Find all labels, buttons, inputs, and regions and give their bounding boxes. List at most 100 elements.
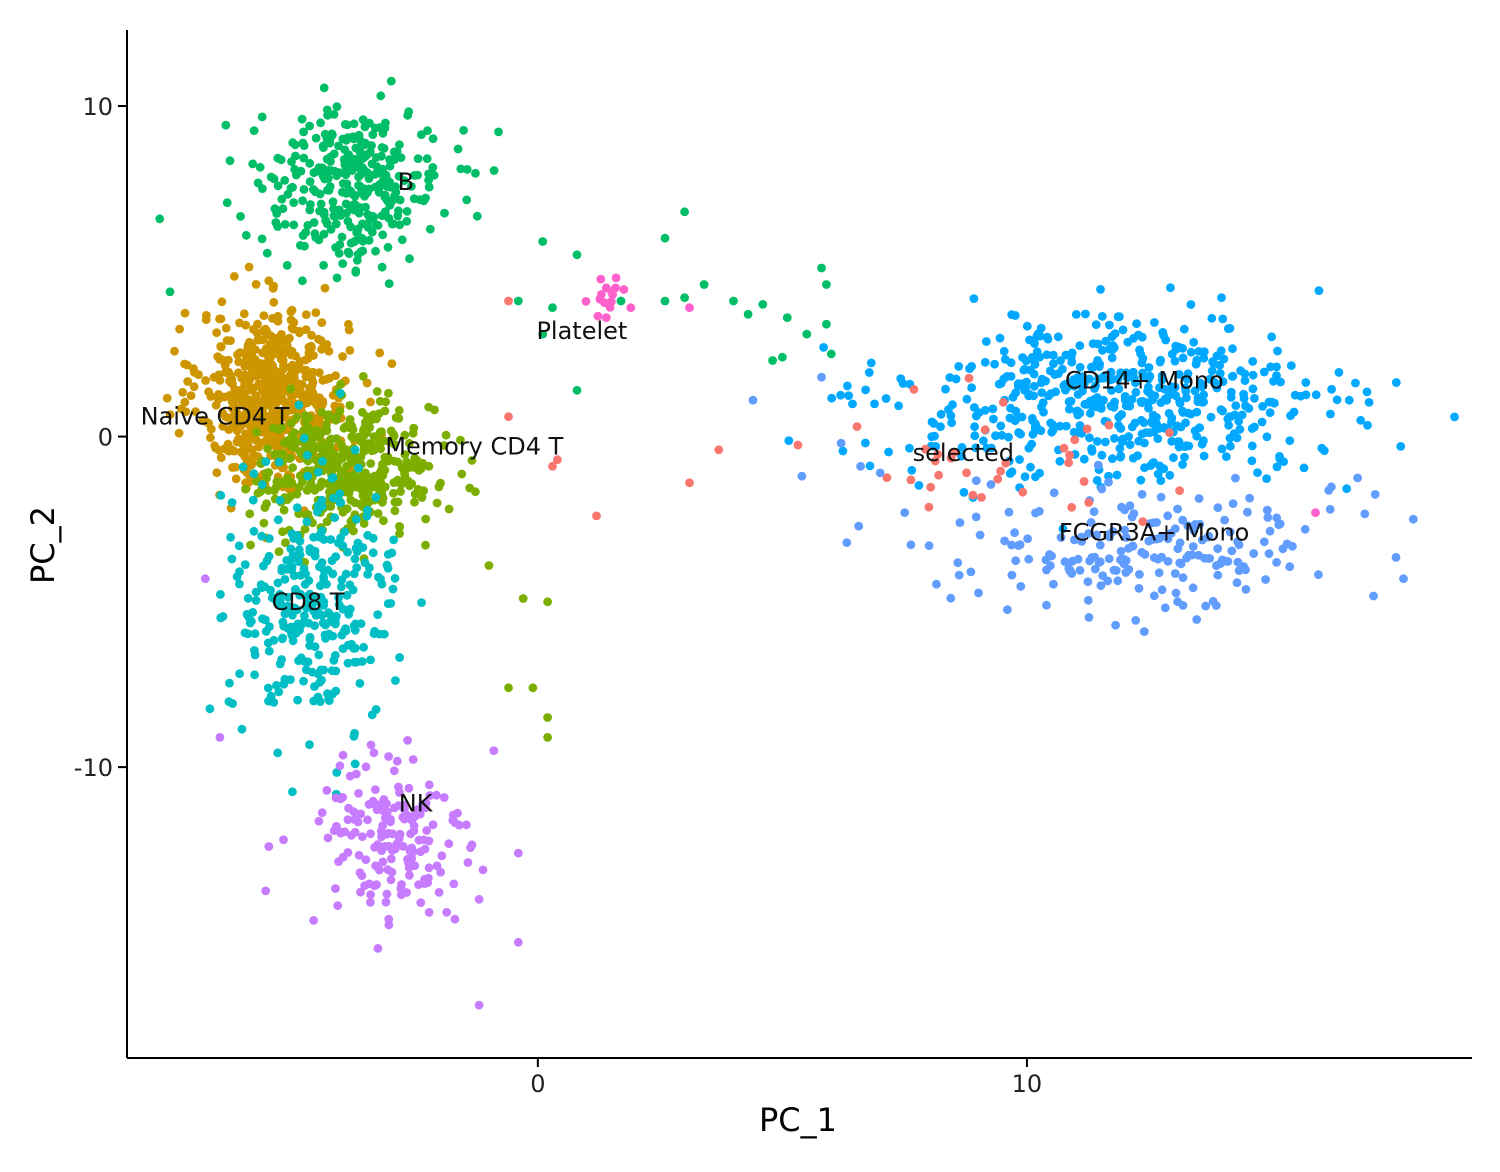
point-cd8-t (250, 629, 260, 639)
point-cd8-t (342, 590, 352, 600)
point-cd14-mono (1273, 346, 1282, 356)
point-cd14-mono (1192, 407, 1202, 417)
point-cd8-t (288, 787, 297, 797)
point-fcgr3a-mono (1086, 518, 1096, 527)
point-cd14-mono (1259, 367, 1269, 377)
point-naive-cd4-t (250, 345, 260, 354)
point-fcgr3a-mono (1135, 570, 1144, 579)
point-naive-cd4-t (231, 474, 241, 484)
point-fcgr3a-mono (1085, 556, 1094, 566)
point-b (241, 230, 251, 240)
point-naive-cd4-t (238, 394, 248, 404)
point-nk (408, 847, 418, 857)
point-naive-cd4-t (209, 372, 219, 382)
point-outlier (611, 273, 621, 283)
point-fcgr3a-mono (1274, 520, 1284, 530)
point-naive-cd4-t (216, 453, 226, 462)
point-cd14-mono (1257, 417, 1267, 427)
point-memory-cd4-t (421, 514, 431, 524)
point-b (385, 155, 394, 164)
point-fcgr3a-mono (1213, 544, 1223, 553)
point-cd14-mono (1022, 321, 1032, 331)
point-naive-cd4-t (232, 408, 242, 418)
point-cd14-mono (1137, 332, 1147, 342)
point-cd14-mono (881, 394, 891, 403)
cluster-label: FCGR3A+ Mono (1059, 518, 1250, 546)
point-platelet (593, 311, 603, 321)
point-outlier (699, 280, 709, 289)
point-cd14-mono (1048, 350, 1058, 360)
point-fcgr3a-mono (1010, 528, 1019, 538)
point-nk (466, 843, 475, 852)
point-b (472, 211, 482, 221)
point-b (236, 212, 245, 221)
point-fcgr3a-mono (1241, 585, 1251, 594)
point-cd8-t (318, 618, 328, 628)
point-cd14-mono (1075, 408, 1085, 418)
point-cd14-mono (1192, 431, 1202, 441)
point-memory-cd4-t (370, 471, 380, 481)
point-memory-cd4-t (457, 469, 467, 479)
point-cd8-t (335, 498, 345, 508)
point-naive-cd4-t (261, 349, 271, 358)
y-tick-label: -10 (74, 754, 113, 782)
point-b (471, 168, 480, 178)
point-naive-cd4-t (244, 262, 254, 272)
point-cd14-mono (1028, 429, 1038, 439)
point-memory-cd4-t (260, 503, 270, 512)
point-cd8-t (395, 653, 404, 662)
point-cd14-mono (1198, 398, 1207, 407)
point-b (273, 181, 283, 191)
point-cd14-mono (1228, 371, 1238, 381)
point-cd8-t (275, 659, 285, 669)
point-b (319, 210, 329, 220)
point-fcgr3a-mono (1097, 484, 1107, 494)
point-cd8-t (258, 480, 267, 490)
point-b (306, 200, 315, 209)
point-cd8-t (292, 503, 302, 512)
point-naive-cd4-t (240, 362, 250, 371)
point-naive-cd4-t (233, 350, 242, 360)
point-fcgr3a-mono (1272, 558, 1281, 567)
point-cd8-t (240, 560, 250, 569)
point-b (287, 157, 296, 167)
point-fcgr3a-mono (1218, 555, 1227, 565)
point-nk (437, 851, 447, 861)
point-nk (390, 803, 399, 813)
point-memory-cd4-t (295, 471, 305, 481)
point-b (319, 83, 329, 93)
point-cd14-mono (1149, 458, 1158, 467)
point-memory-cd4-t (405, 438, 414, 448)
point-nk (388, 829, 398, 839)
point-cd14-mono (1319, 446, 1329, 455)
point-cd14-mono (914, 481, 924, 490)
point-b (396, 153, 406, 163)
point-outlier (743, 309, 753, 319)
point-cd14-mono (1155, 357, 1165, 367)
point-b (316, 118, 325, 128)
point-cd8-t (296, 571, 305, 580)
point-nk (369, 748, 379, 758)
point-cd8-t (296, 620, 306, 630)
point-nk (338, 852, 348, 862)
point-naive-cd4-t (267, 342, 277, 352)
point-cd8-t (227, 554, 237, 564)
point-cd14-mono (1027, 439, 1036, 449)
point-fcgr3a-mono (1232, 578, 1242, 588)
point-cd14-mono (843, 381, 852, 391)
point-cd14-mono (969, 294, 979, 303)
point-naive-cd4-t (324, 346, 334, 356)
point-memory-cd4-t (308, 440, 317, 449)
point-fcgr3a-mono (1263, 513, 1273, 522)
point-cd14-mono (1326, 409, 1335, 419)
point-nk (354, 789, 363, 798)
point-memory-cd4-t (378, 493, 388, 503)
point-memory-cd4-t (439, 441, 449, 450)
point-cd14-mono (959, 488, 969, 497)
point-outlier (601, 313, 611, 322)
point-naive-cd4-t (182, 360, 192, 370)
point-cd14-mono (1107, 374, 1117, 384)
point-cd8-t (350, 625, 360, 635)
